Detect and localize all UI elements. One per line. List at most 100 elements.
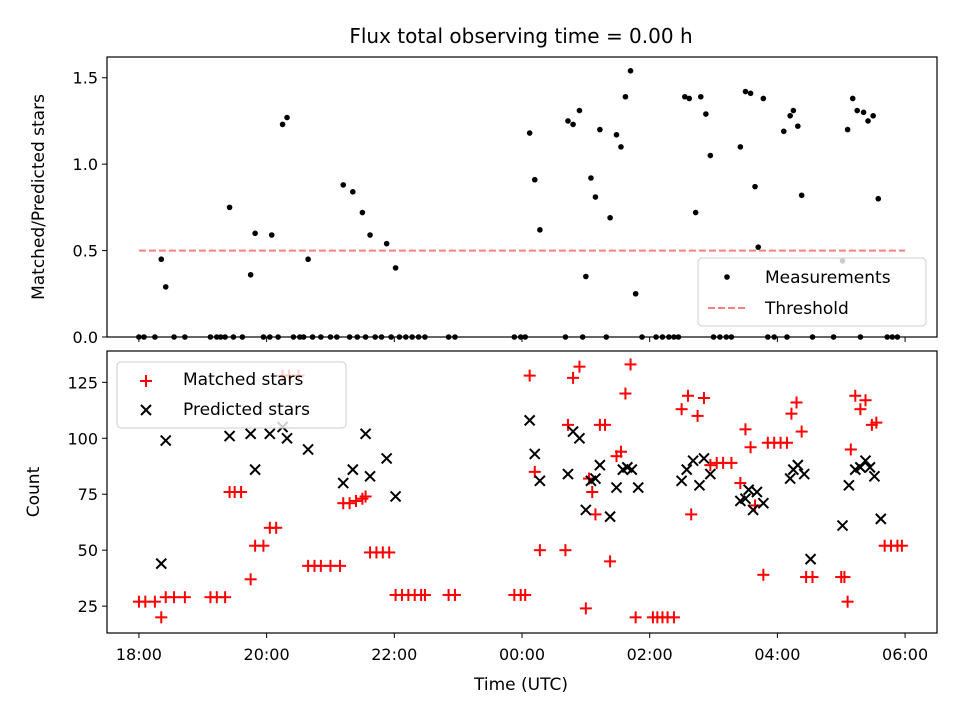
predicted-star-point bbox=[626, 463, 638, 476]
measurement-point bbox=[870, 112, 876, 119]
predicted-star-point bbox=[864, 461, 876, 474]
predicted-star-point bbox=[580, 504, 592, 516]
measurement-point bbox=[854, 107, 860, 114]
matched-star-point bbox=[219, 591, 232, 604]
predicted-star-point bbox=[687, 454, 699, 467]
predicted-star-point bbox=[594, 459, 606, 471]
matched-star-point bbox=[383, 546, 396, 559]
predicted-star-point bbox=[742, 484, 755, 496]
measurement-point bbox=[780, 128, 787, 135]
x-tick-label: 20:00 bbox=[244, 645, 290, 664]
bottom-y-tick-label: 50 bbox=[78, 541, 98, 560]
predicted-star-point bbox=[347, 463, 359, 476]
matched-star-point bbox=[619, 387, 632, 400]
matched-star-point bbox=[599, 418, 611, 431]
matched-star-point bbox=[790, 396, 803, 409]
matched-star-point bbox=[418, 588, 431, 601]
measurement-point bbox=[787, 112, 793, 119]
measurement-point bbox=[268, 232, 275, 238]
predicted-star-point bbox=[804, 553, 817, 565]
measurement-point bbox=[583, 273, 589, 280]
matched-star-point bbox=[838, 571, 851, 584]
top-plot-area: 0.0 0.5 1.0 1.5 Matched/Predicted stars Mea… bbox=[29, 56, 938, 347]
x-tick-label: 02:00 bbox=[627, 645, 673, 664]
measurement-point bbox=[798, 192, 805, 199]
predicted-star-point bbox=[244, 428, 257, 440]
top-legend-box bbox=[697, 257, 927, 327]
matched-star-point bbox=[734, 477, 747, 490]
bottom-y-tick-label: 100 bbox=[67, 429, 98, 448]
matched-star-point bbox=[795, 425, 808, 438]
matched-star-point bbox=[519, 588, 532, 601]
legend-predicted-label: Predicted stars bbox=[183, 400, 310, 420]
predicted-star-point bbox=[589, 472, 602, 485]
predicted-star-point bbox=[302, 443, 314, 456]
bottom-legend-box bbox=[116, 361, 347, 429]
measurement-point bbox=[576, 107, 583, 114]
predicted-star-point bbox=[337, 477, 349, 489]
predicted-star-point bbox=[249, 463, 261, 476]
matched-star-point bbox=[148, 595, 161, 608]
predicted-star-point bbox=[854, 461, 867, 474]
predicted-star-point bbox=[792, 459, 804, 471]
measurement-point bbox=[860, 109, 867, 116]
measurement-point bbox=[697, 93, 704, 100]
measurement-point bbox=[592, 194, 599, 200]
matched-star-point bbox=[356, 492, 369, 505]
chart-title: Flux total observing time = 0.00 h bbox=[349, 24, 692, 48]
matched-star-point bbox=[895, 539, 908, 552]
matched-star-point bbox=[744, 441, 757, 454]
measurement-point bbox=[526, 130, 533, 136]
measurement-point bbox=[760, 95, 767, 102]
measurement-point bbox=[737, 144, 744, 150]
predicted-star-point bbox=[610, 481, 623, 494]
matched-star-point bbox=[350, 494, 362, 507]
predicted-star-point bbox=[223, 430, 236, 442]
predicted-star-point bbox=[155, 557, 167, 570]
measurement-point bbox=[252, 230, 258, 237]
measurement-point bbox=[613, 131, 620, 138]
top-y-ticks: 0.0 0.5 1.0 1.5 bbox=[73, 69, 107, 347]
matched-star-point bbox=[685, 508, 698, 521]
measurement-point bbox=[359, 209, 366, 216]
matched-star-point bbox=[235, 486, 248, 498]
measurement-point bbox=[247, 271, 254, 278]
measurement-point bbox=[795, 123, 801, 129]
measurement-point bbox=[226, 204, 233, 211]
x-tick-label: 22:00 bbox=[371, 645, 417, 664]
legend-matched-marker bbox=[140, 375, 152, 387]
measurement-point bbox=[570, 121, 576, 128]
top-y-tick-label: 1.5 bbox=[73, 69, 98, 88]
predicted-star-point bbox=[693, 479, 706, 491]
matched-star-point bbox=[806, 571, 819, 584]
bottom-y-tick-label: 75 bbox=[78, 485, 98, 504]
predicted-star-point bbox=[704, 468, 717, 480]
predicted-star-point bbox=[875, 513, 887, 525]
predicted-star-point bbox=[798, 468, 810, 480]
matched-star-point bbox=[523, 369, 536, 382]
measurement-point bbox=[383, 240, 390, 247]
x-tick-label: 00:00 bbox=[499, 645, 545, 664]
measurement-point bbox=[682, 93, 688, 100]
matched-star-point bbox=[859, 394, 872, 407]
measurement-point bbox=[875, 195, 882, 202]
matched-star-point bbox=[533, 544, 546, 557]
matched-star-point bbox=[682, 389, 694, 402]
matched-star-point bbox=[559, 544, 572, 557]
matched-star-point bbox=[561, 418, 574, 431]
matched-star-point bbox=[528, 465, 541, 478]
measurement-point bbox=[531, 176, 538, 183]
predicted-star-point bbox=[562, 468, 574, 480]
predicted-star-point bbox=[160, 434, 172, 447]
matched-star-point bbox=[844, 443, 857, 456]
bottom-y-axis-label: Count bbox=[24, 466, 44, 517]
predicted-star-point bbox=[281, 432, 293, 444]
matched-star-point bbox=[629, 611, 642, 624]
matched-star-point bbox=[749, 499, 762, 512]
predicted-star-point bbox=[751, 486, 763, 498]
top-y-tick-label: 0.5 bbox=[73, 242, 98, 261]
measurement-point bbox=[686, 95, 693, 102]
predicted-star-point bbox=[632, 481, 644, 494]
measurement-point bbox=[162, 284, 169, 290]
